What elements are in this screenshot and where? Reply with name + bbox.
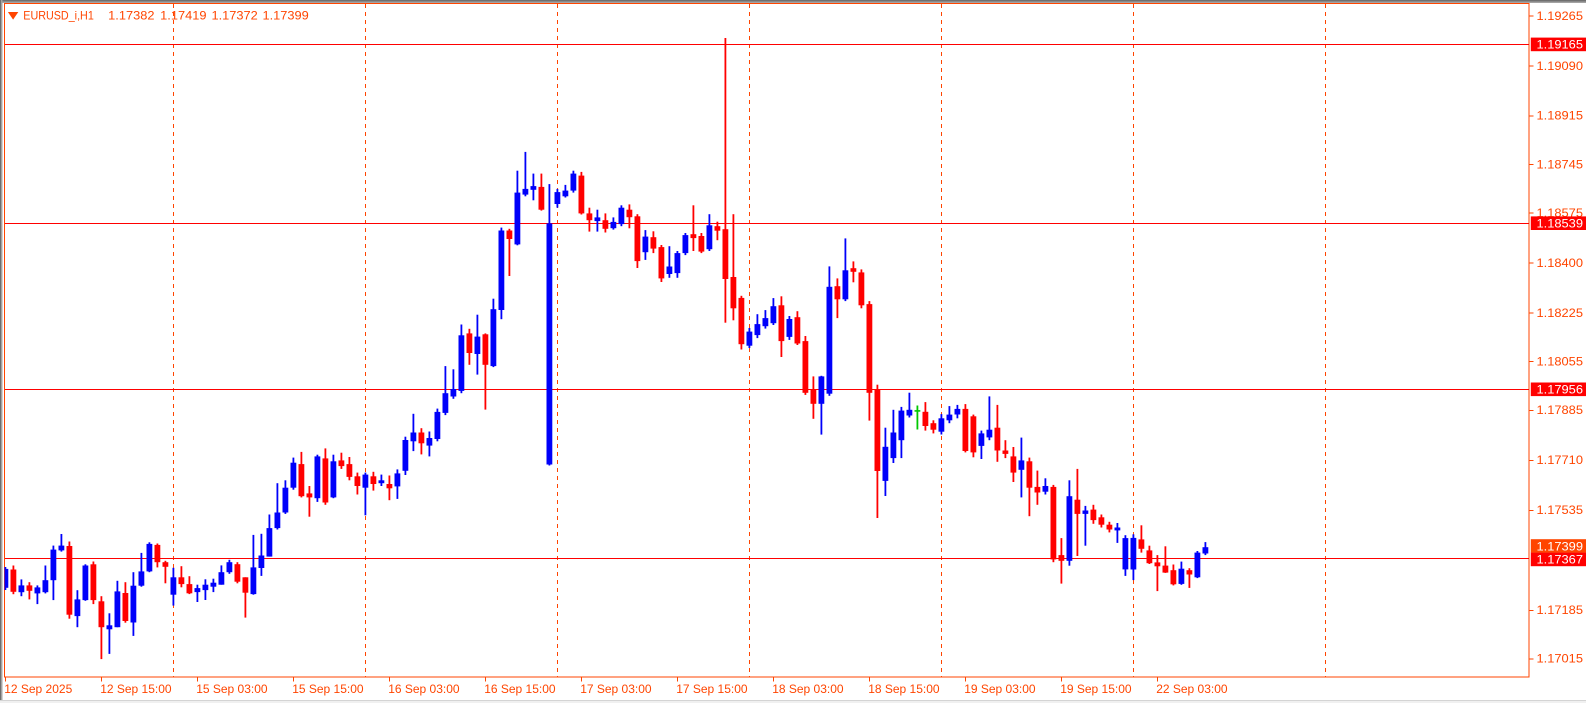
svg-text:1.19090: 1.19090 [1537, 59, 1584, 73]
svg-text:1.17956: 1.17956 [1537, 383, 1584, 397]
svg-text:1.18225: 1.18225 [1537, 306, 1584, 320]
svg-text:1.17399: 1.17399 [263, 8, 310, 22]
svg-text:1.17710: 1.17710 [1537, 453, 1584, 467]
svg-text:12 Sep 15:00: 12 Sep 15:00 [100, 682, 172, 696]
svg-text:16 Sep 03:00: 16 Sep 03:00 [388, 682, 460, 696]
svg-text:1.18055: 1.18055 [1537, 355, 1584, 369]
svg-text:1.18915: 1.18915 [1537, 109, 1584, 123]
svg-text:15 Sep 15:00: 15 Sep 15:00 [292, 682, 364, 696]
svg-text:18 Sep 03:00: 18 Sep 03:00 [772, 682, 844, 696]
svg-text:1.17885: 1.17885 [1537, 403, 1584, 417]
svg-text:22 Sep 03:00: 22 Sep 03:00 [1156, 682, 1228, 696]
svg-text:17 Sep 03:00: 17 Sep 03:00 [580, 682, 652, 696]
svg-text:1.17185: 1.17185 [1537, 603, 1584, 617]
svg-text:EURUSD_i,H1: EURUSD_i,H1 [23, 8, 94, 22]
svg-text:1.17372: 1.17372 [212, 8, 259, 22]
svg-text:15 Sep 03:00: 15 Sep 03:00 [196, 682, 268, 696]
svg-text:1.19165: 1.19165 [1537, 38, 1584, 52]
svg-text:1.19265: 1.19265 [1537, 9, 1584, 23]
svg-text:17 Sep 15:00: 17 Sep 15:00 [676, 682, 748, 696]
svg-text:1.18400: 1.18400 [1537, 256, 1584, 270]
svg-text:18 Sep 15:00: 18 Sep 15:00 [868, 682, 940, 696]
svg-text:12 Sep 2025: 12 Sep 2025 [4, 682, 72, 696]
svg-text:19 Sep 15:00: 19 Sep 15:00 [1060, 682, 1132, 696]
svg-text:1.18539: 1.18539 [1537, 217, 1584, 231]
svg-text:16 Sep 15:00: 16 Sep 15:00 [484, 682, 556, 696]
svg-text:1.17399: 1.17399 [1537, 539, 1584, 553]
svg-text:1.17382: 1.17382 [108, 8, 155, 22]
svg-text:1.17419: 1.17419 [160, 8, 207, 22]
svg-text:1.17367: 1.17367 [1537, 553, 1584, 567]
svg-text:1.17015: 1.17015 [1537, 652, 1584, 666]
svg-text:1.17535: 1.17535 [1537, 503, 1584, 517]
svg-text:19 Sep 03:00: 19 Sep 03:00 [964, 682, 1036, 696]
svg-text:1.18745: 1.18745 [1537, 157, 1584, 171]
